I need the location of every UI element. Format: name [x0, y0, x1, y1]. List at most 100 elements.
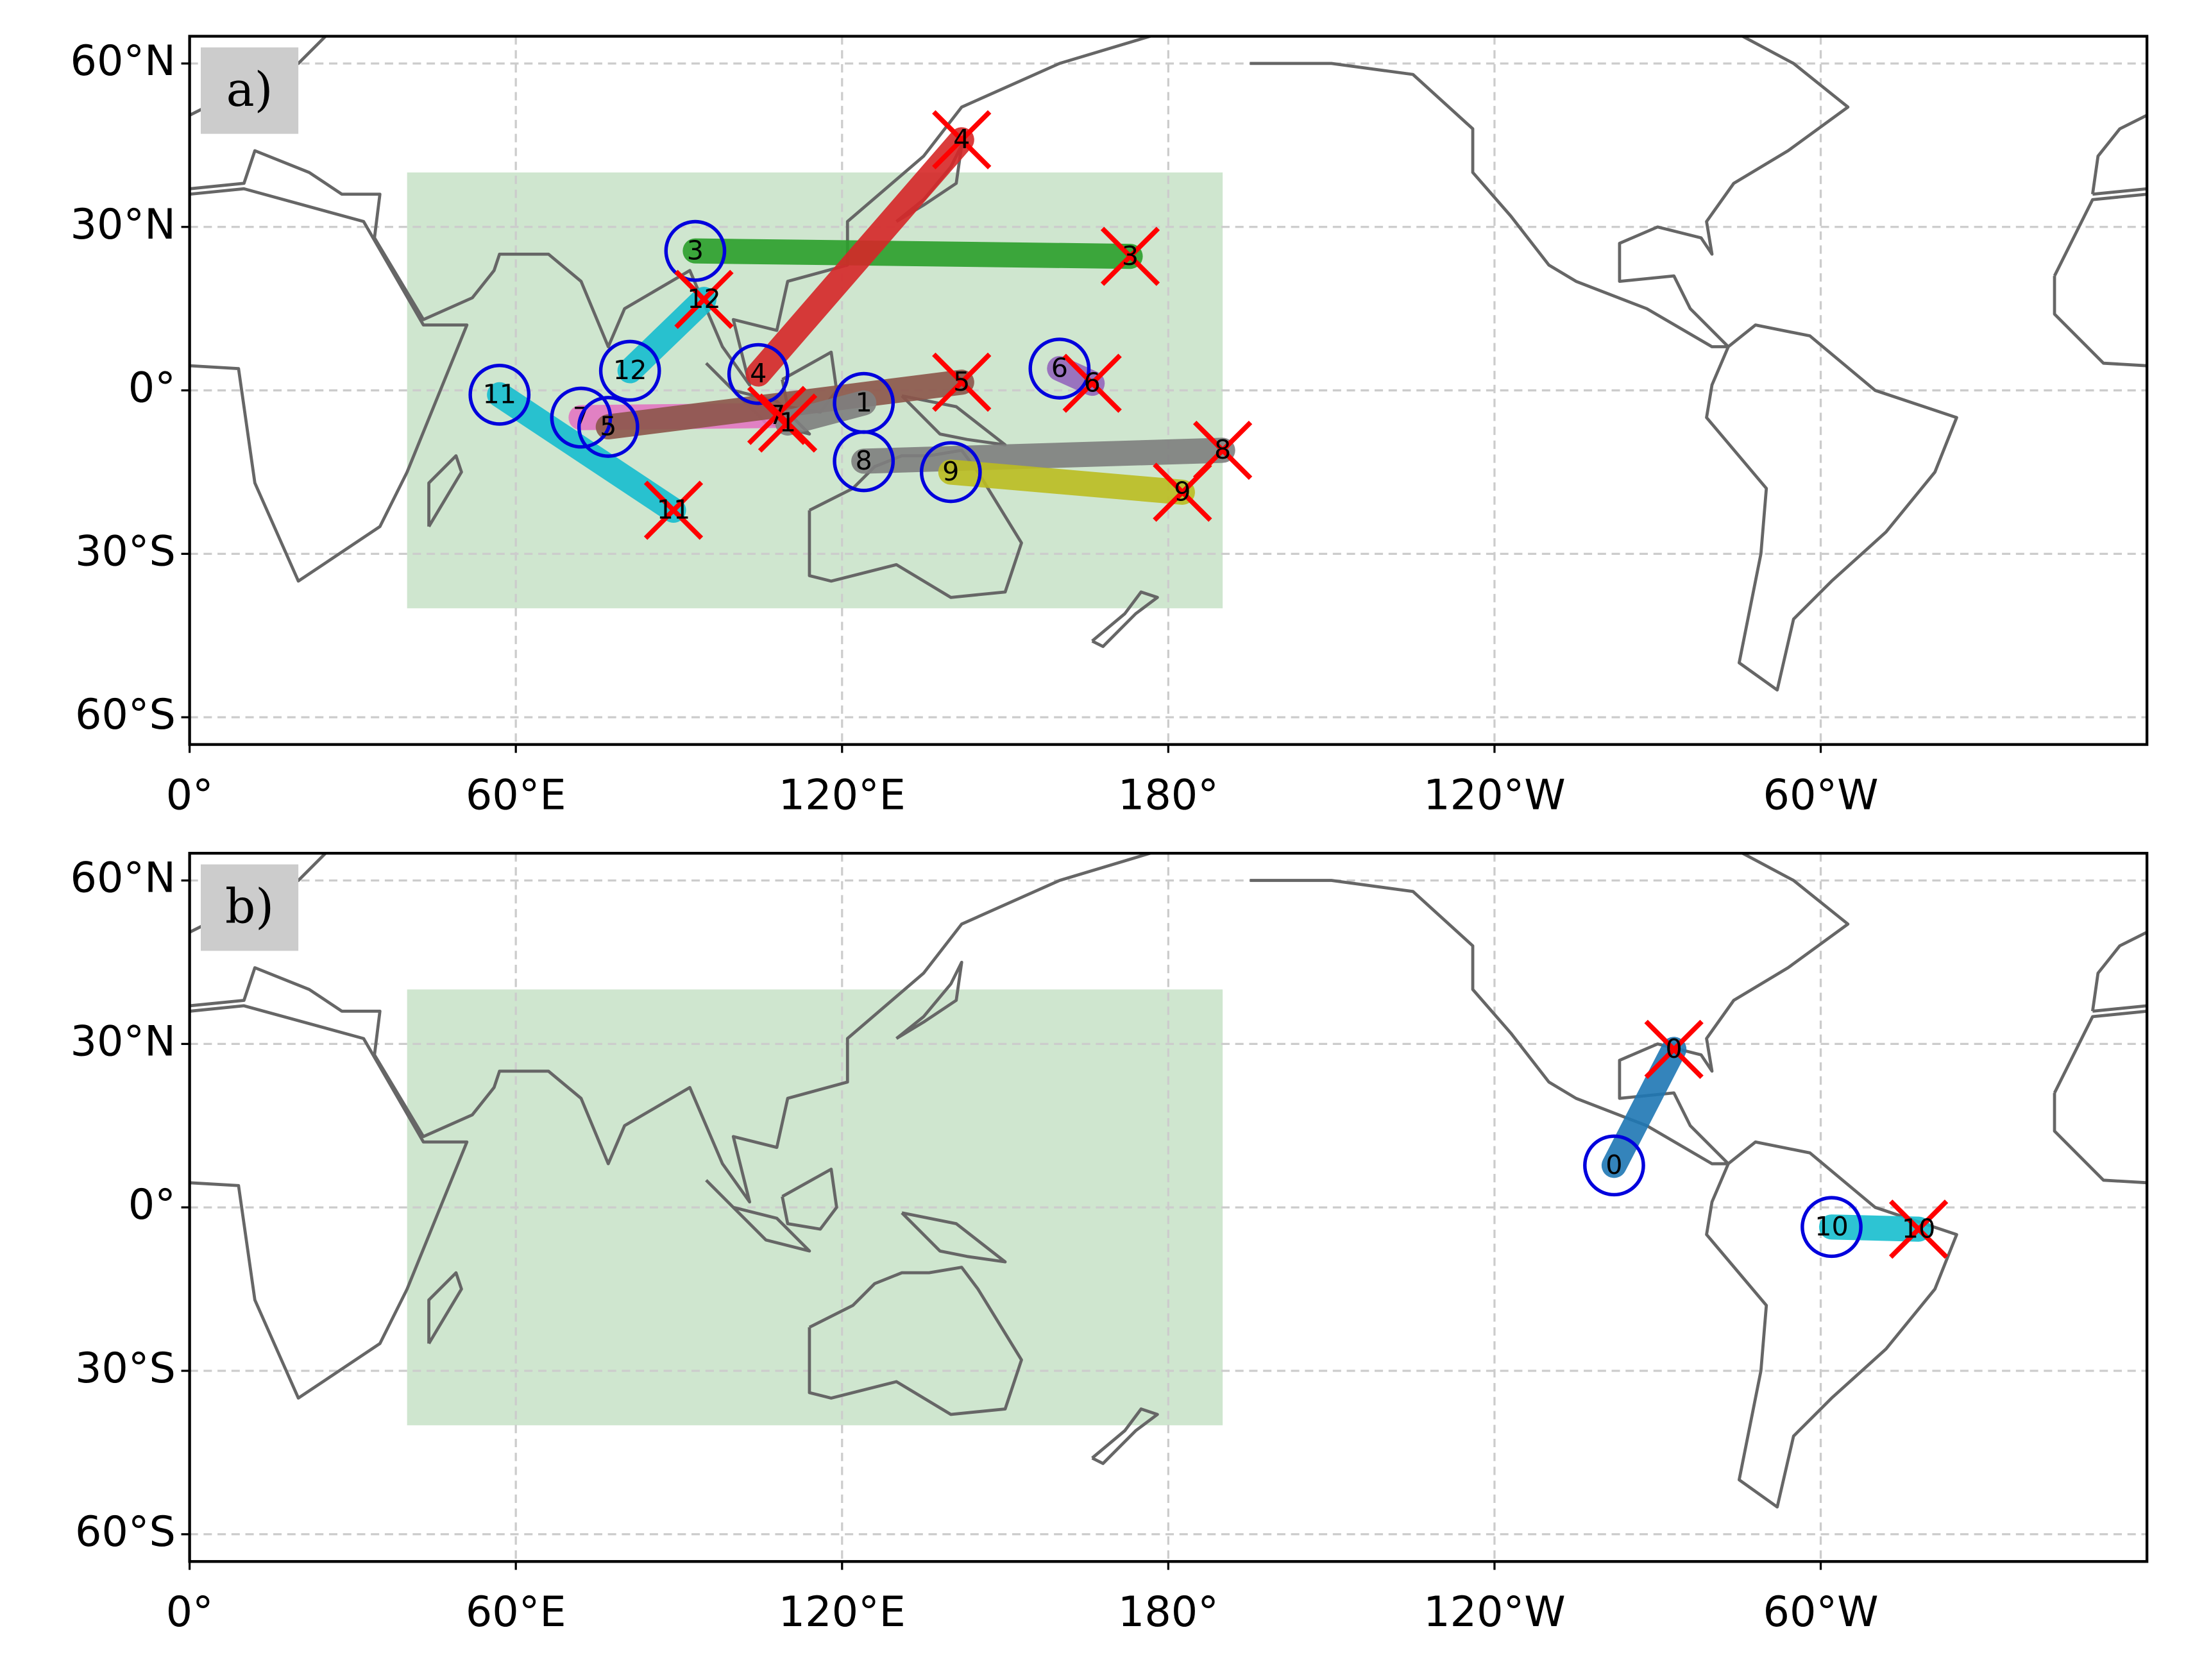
coastline	[427, 454, 463, 528]
track-label: 10	[1815, 1211, 1849, 1242]
coastline	[189, 853, 1156, 1204]
track-start	[1028, 337, 1091, 400]
y-tick-label: 60°S	[75, 690, 176, 739]
track-label: 8	[856, 445, 872, 476]
track-end	[1888, 1200, 1949, 1259]
track-start	[919, 441, 982, 504]
coastline	[895, 960, 963, 1040]
coastline	[1705, 323, 1958, 692]
track-end	[1062, 353, 1122, 413]
panel-label-box	[200, 47, 299, 134]
track-start	[1800, 1196, 1863, 1259]
x-tick-label: 0°	[166, 1588, 214, 1636]
track-end	[1644, 1019, 1704, 1080]
y-tick-label: 0°	[128, 364, 176, 412]
track-label: 11	[657, 495, 691, 525]
axes-frame	[188, 851, 2149, 1563]
y-tick-label: 30°S	[75, 527, 176, 575]
track	[487, 382, 686, 523]
track-label: 11	[482, 379, 516, 410]
track-label: 6	[1084, 368, 1101, 398]
track	[745, 127, 974, 387]
track-label: 12	[613, 355, 647, 386]
coastline	[705, 1179, 811, 1253]
x-tick-label: 60°W	[1763, 1588, 1879, 1636]
map-panel: 0 0 10 10 0° 60°E 120°E 180° 120°W 60°W 60°S 30°S 0°…	[71, 851, 2149, 1636]
coastline	[2053, 1009, 2148, 1185]
coastline	[1250, 853, 1850, 1166]
y-tick-label: 30°S	[75, 1344, 176, 1393]
track-end	[643, 480, 704, 540]
coastline	[427, 1271, 463, 1345]
coastline	[901, 394, 1007, 446]
x-tick-label: 0°	[166, 770, 214, 819]
track	[1818, 1214, 1931, 1242]
y-tick-label: 0°	[128, 1180, 176, 1229]
map-area: 0 0 10 10	[189, 853, 2148, 1562]
track-label: 9	[1174, 477, 1190, 507]
coastline	[1091, 590, 1159, 649]
x-tick-label: 120°E	[779, 770, 906, 819]
track-label: 10	[1902, 1213, 1936, 1244]
x-tick-label: 60°E	[466, 1588, 566, 1636]
track-end	[932, 352, 992, 412]
x-tick-label: 60°W	[1763, 770, 1879, 819]
track-start	[550, 386, 613, 449]
coastline	[1250, 36, 1850, 348]
track-label: 3	[1122, 241, 1139, 271]
track-end	[932, 110, 992, 170]
x-tick-label: 120°W	[1423, 770, 1565, 819]
track-label: 5	[600, 411, 616, 442]
track-end	[674, 269, 734, 329]
coastline	[901, 1211, 1007, 1264]
map-area: 334412121111775588996611	[189, 36, 2148, 745]
track-label: 9	[942, 456, 959, 487]
track-label: 5	[953, 366, 970, 397]
track-start	[664, 219, 727, 282]
track-label: 0	[1666, 1033, 1682, 1064]
coastline	[189, 1004, 469, 1400]
panel-label: a)	[226, 62, 273, 117]
track-label: 12	[687, 284, 721, 314]
track-end	[1153, 462, 1212, 522]
track-label: 1	[856, 387, 872, 418]
track-label: 3	[687, 235, 704, 266]
track	[938, 459, 1195, 505]
track-start	[598, 339, 661, 402]
panel-label: b)	[225, 879, 274, 935]
coastline	[2053, 192, 2148, 368]
y-tick-label: 30°N	[71, 1017, 176, 1065]
track	[1601, 1037, 1687, 1178]
track-label: 4	[953, 124, 970, 155]
track-end	[1100, 226, 1160, 286]
coastline	[2090, 113, 2148, 196]
track-label: 8	[1214, 434, 1231, 465]
coastline	[1091, 1407, 1159, 1465]
track-label: 1	[779, 407, 796, 438]
coastline	[1705, 1140, 1958, 1509]
track	[851, 437, 1235, 474]
x-tick-label: 120°W	[1423, 1588, 1565, 1636]
track	[775, 390, 877, 436]
x-tick-label: 60°E	[466, 770, 566, 819]
track-end	[758, 393, 818, 453]
x-tick-label: 180°	[1118, 1588, 1219, 1636]
map-panel: 3344121211117755889966110°60°E120°E180°1…	[71, 35, 2149, 819]
track-start	[833, 371, 895, 434]
x-tick-label: 120°E	[779, 1588, 906, 1636]
track-label: 4	[750, 358, 767, 389]
coastline	[189, 36, 1156, 387]
track-start	[577, 396, 640, 458]
track-start	[727, 343, 790, 405]
y-tick-label: 60°S	[75, 1507, 176, 1556]
y-tick-label: 30°N	[71, 200, 176, 249]
coastline	[189, 187, 469, 583]
coastline	[808, 1266, 1023, 1416]
axes-frame	[188, 35, 2149, 746]
track-start	[1583, 1134, 1645, 1197]
track-start	[468, 363, 531, 426]
coastline	[781, 1167, 838, 1231]
panel-label-box	[200, 864, 299, 951]
track-label: 6	[1051, 353, 1068, 384]
